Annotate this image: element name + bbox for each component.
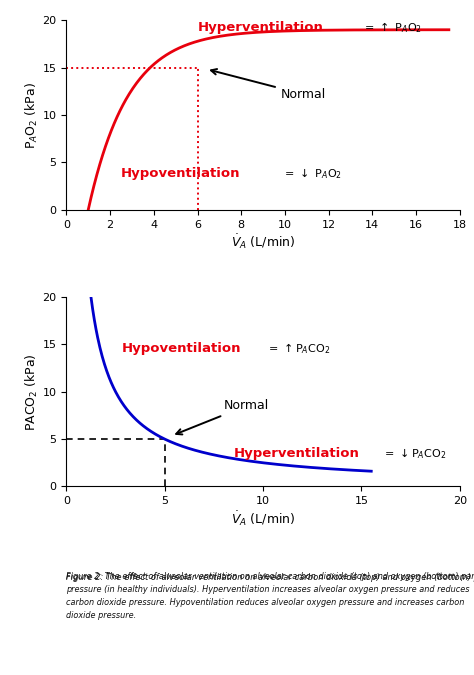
Text: Hyperventilation: Hyperventilation	[234, 447, 359, 460]
X-axis label: $\dot{V}_A$ (L/min): $\dot{V}_A$ (L/min)	[231, 232, 295, 251]
X-axis label: $\dot{V}_A$ (L/min): $\dot{V}_A$ (L/min)	[231, 509, 295, 528]
Text: Normal: Normal	[176, 400, 269, 435]
Text: Figure 2: The effect of alveolar ventilation on alveolar carbon dioxide (top) an: Figure 2: The effect of alveolar ventila…	[66, 572, 474, 620]
Text: = $\uparrow$ P$_A$O$_2$: = $\uparrow$ P$_A$O$_2$	[361, 20, 422, 35]
Y-axis label: PACO$_2$ (kPa): PACO$_2$ (kPa)	[24, 353, 40, 431]
Text: Hypoventilation: Hypoventilation	[121, 167, 240, 180]
Text: = $\downarrow$P$_A$CO$_2$: = $\downarrow$P$_A$CO$_2$	[381, 446, 447, 461]
Y-axis label: P$_A$O$_2$ (kPa): P$_A$O$_2$ (kPa)	[24, 82, 40, 148]
Text: Figure 2: The effect of alveolar ventilation on alveolar carbon dioxide (top) an: Figure 2: The effect of alveolar ventila…	[66, 574, 474, 583]
Text: Hypoventilation: Hypoventilation	[121, 342, 241, 356]
Text: = $\uparrow$P$_A$CO$_2$: = $\uparrow$P$_A$CO$_2$	[265, 342, 330, 356]
Text: Normal: Normal	[211, 69, 326, 101]
Text: Hyperventilation: Hyperventilation	[198, 22, 323, 34]
Text: = $\downarrow$ P$_A$O$_2$: = $\downarrow$ P$_A$O$_2$	[281, 167, 342, 182]
